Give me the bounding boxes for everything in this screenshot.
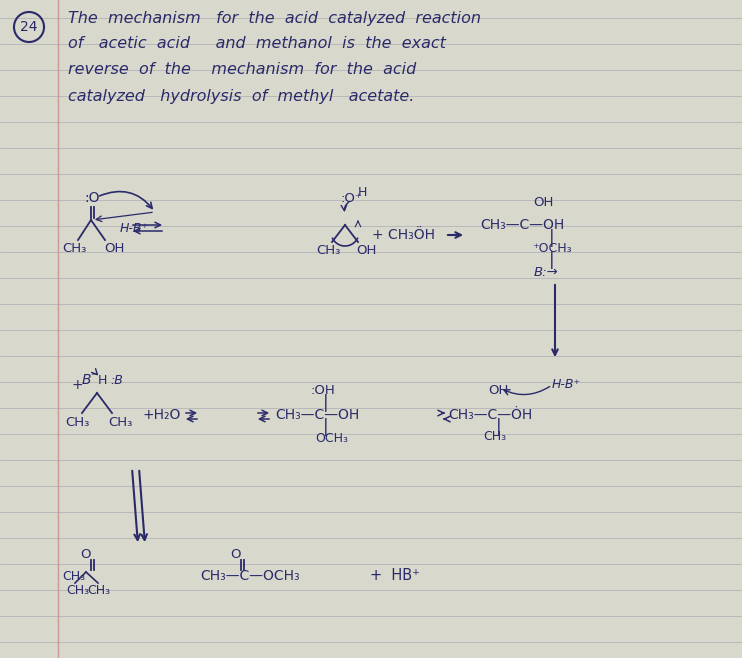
Text: CH₃: CH₃: [87, 584, 110, 597]
Text: +: +: [72, 378, 88, 392]
Text: CH₃: CH₃: [66, 584, 89, 597]
Text: |: |: [549, 251, 554, 269]
Text: :B: :B: [110, 374, 123, 386]
Text: |: |: [323, 394, 329, 412]
Text: OCH₃: OCH₃: [315, 432, 348, 445]
Text: |: |: [496, 418, 502, 436]
Text: H-B⁺: H-B⁺: [120, 222, 149, 234]
Text: O: O: [230, 547, 240, 561]
Text: H: H: [358, 186, 367, 199]
Text: :O⁺: :O⁺: [340, 191, 362, 205]
Text: +  HB⁺: + HB⁺: [370, 569, 420, 584]
Text: |: |: [323, 418, 329, 436]
Text: B:→: B:→: [534, 265, 559, 278]
Text: 24: 24: [20, 20, 38, 34]
Text: :O: :O: [84, 191, 99, 205]
Text: CH₃: CH₃: [65, 415, 89, 428]
Text: CH₃: CH₃: [62, 241, 86, 255]
Text: |: |: [549, 229, 554, 247]
Text: CH₃—C—OCH₃: CH₃—C—OCH₃: [200, 569, 300, 583]
Text: reverse  of  the    mechanism  for  the  acid: reverse of the mechanism for the acid: [68, 63, 416, 78]
Text: CH₃: CH₃: [62, 570, 85, 582]
Text: CH₃—C—OH: CH₃—C—OH: [275, 408, 359, 422]
Text: H-B⁺: H-B⁺: [552, 378, 581, 392]
Text: CH₃: CH₃: [316, 243, 341, 257]
Text: +H₂O: +H₂O: [142, 408, 180, 422]
Text: of   acetic  acid     and  methanol  is  the  exact: of acetic acid and methanol is the exact: [68, 36, 446, 51]
Text: OH: OH: [104, 241, 125, 255]
Text: The  mechanism   for  the  acid  catalyzed  reaction: The mechanism for the acid catalyzed rea…: [68, 11, 481, 26]
Text: O: O: [80, 547, 91, 561]
Text: :OH: :OH: [310, 384, 335, 397]
Text: CH₃: CH₃: [483, 430, 506, 443]
Text: + CH₃ÖH: + CH₃ÖH: [372, 228, 435, 242]
Text: OH: OH: [488, 384, 508, 397]
Text: CH₃—C—ȮH: CH₃—C—ȮH: [448, 408, 532, 422]
Text: OH: OH: [533, 197, 554, 209]
Text: ⁺OCH₃: ⁺OCH₃: [532, 241, 571, 255]
Text: CH₃: CH₃: [108, 415, 132, 428]
Text: CH₃—C—OH: CH₃—C—OH: [480, 218, 564, 232]
Text: H: H: [98, 374, 108, 386]
Text: catalyzed   hydrolysis  of  methyl   acetate.: catalyzed hydrolysis of methyl acetate.: [68, 88, 414, 103]
Text: B: B: [82, 373, 91, 387]
Text: OH: OH: [356, 243, 376, 257]
